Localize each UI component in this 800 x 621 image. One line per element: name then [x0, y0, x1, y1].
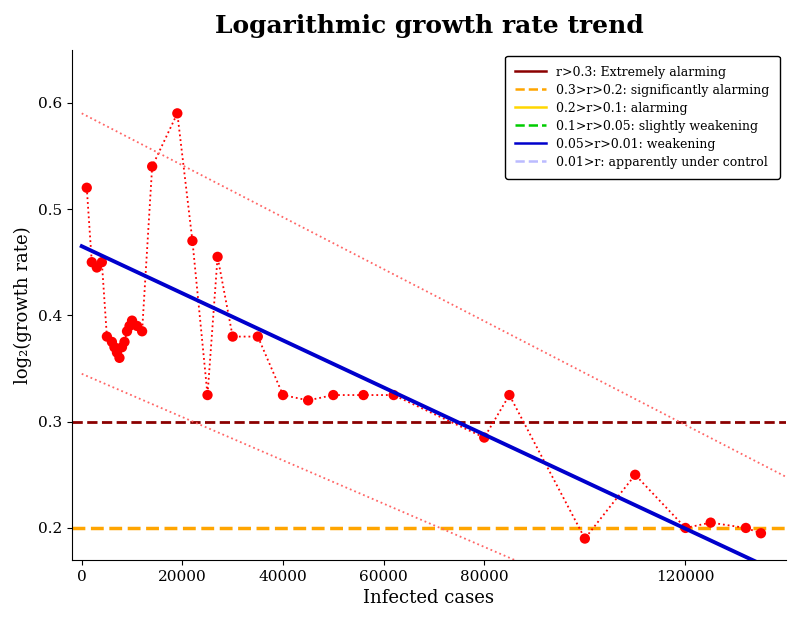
Point: [106, 337, 118, 347]
Point: [302, 396, 314, 406]
Point: [118, 337, 131, 347]
Point: [90, 263, 103, 273]
Title: Logarithmic growth rate trend: Logarithmic growth rate trend: [214, 14, 643, 38]
Point: [704, 518, 717, 528]
Point: [113, 353, 126, 363]
Point: [115, 342, 128, 352]
Point: [80, 183, 93, 193]
Point: [146, 161, 158, 171]
Point: [123, 321, 136, 331]
Point: [130, 321, 143, 331]
Point: [201, 390, 214, 400]
Point: [679, 523, 692, 533]
Point: [86, 257, 98, 267]
X-axis label: Infected cases: Infected cases: [363, 589, 494, 607]
Point: [754, 528, 767, 538]
Point: [136, 326, 149, 336]
Point: [739, 523, 752, 533]
Legend: r>0.3: Extremely alarming, 0.3>r>0.2: significantly alarming, 0.2>r>0.1: alarmin: r>0.3: Extremely alarming, 0.3>r>0.2: si…: [506, 56, 780, 179]
Point: [357, 390, 370, 400]
Point: [186, 236, 199, 246]
Point: [211, 252, 224, 262]
Point: [251, 332, 264, 342]
Point: [629, 470, 642, 480]
Point: [226, 332, 239, 342]
Point: [327, 390, 340, 400]
Point: [503, 390, 516, 400]
Point: [578, 533, 591, 543]
Point: [126, 315, 138, 325]
Y-axis label: log₂(growth rate): log₂(growth rate): [14, 226, 32, 384]
Point: [101, 332, 114, 342]
Point: [95, 257, 108, 267]
Point: [387, 390, 400, 400]
Point: [277, 390, 290, 400]
Point: [171, 109, 184, 119]
Point: [108, 342, 121, 352]
Point: [478, 433, 490, 443]
Point: [110, 348, 123, 358]
Point: [121, 326, 134, 336]
